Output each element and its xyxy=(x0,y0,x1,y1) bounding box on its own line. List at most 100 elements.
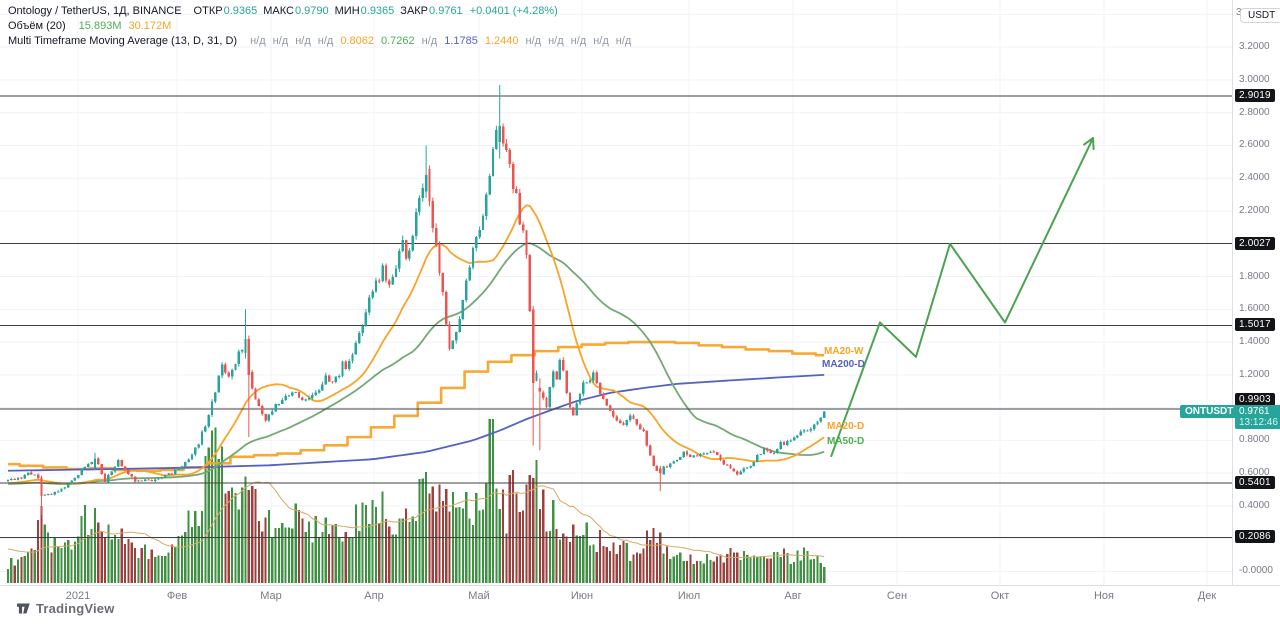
candle-body xyxy=(812,424,816,430)
volume-bar xyxy=(759,556,762,583)
candle-body xyxy=(240,349,244,352)
candle-body xyxy=(588,380,592,383)
candle-body xyxy=(267,414,271,421)
candle-body xyxy=(455,331,458,341)
candle-body xyxy=(197,444,200,448)
volume-bar xyxy=(301,518,304,583)
candle-body xyxy=(628,415,632,421)
volume-bar xyxy=(806,551,809,583)
currency-unit-button[interactable]: USDT xyxy=(1240,8,1280,23)
candle-body xyxy=(792,437,796,441)
volume-bar xyxy=(274,528,277,583)
candle-body xyxy=(164,474,167,478)
candle-body xyxy=(434,227,438,246)
candle-body xyxy=(214,392,217,402)
volume-bar xyxy=(488,419,491,583)
volume-bar xyxy=(585,522,588,583)
legend-mtma-row[interactable]: Multi Timeframe Moving Average (13, D, 3… xyxy=(8,34,631,49)
volume-bar xyxy=(485,482,488,583)
volume-bar xyxy=(602,545,605,583)
candle-body xyxy=(13,478,16,480)
candle-body xyxy=(327,375,331,382)
time-axis-month-label: Июл xyxy=(677,590,701,602)
volume-bar xyxy=(354,504,357,583)
time-axis-month-label: Май xyxy=(468,590,490,602)
candle-body xyxy=(210,401,214,415)
volume-bar xyxy=(625,542,628,583)
volume-bar xyxy=(33,549,36,583)
level-price-label: 1.5017 xyxy=(1235,318,1275,331)
volume-bar xyxy=(90,529,93,583)
volume-bar xyxy=(732,552,735,583)
tradingview-logo[interactable]: TradingView xyxy=(16,601,115,616)
mtma-value: н/д xyxy=(317,35,334,47)
candle-body xyxy=(672,461,675,464)
candle-body xyxy=(354,343,358,355)
volume-bar xyxy=(264,517,267,583)
volume-bar xyxy=(180,535,184,583)
volume-bar xyxy=(197,525,200,583)
volume-bar xyxy=(291,528,294,583)
volume-bar xyxy=(706,554,709,583)
volume-bar xyxy=(287,527,291,583)
time-axis[interactable]: 2021 Фев Мар Апр Май Июн Июл Авг Сен Окт Ноя Дек xyxy=(0,585,1280,608)
volume-bar xyxy=(471,524,475,583)
volume-bar xyxy=(73,541,76,583)
volume-bar xyxy=(669,558,672,583)
volume-bar xyxy=(756,556,759,583)
candle-body xyxy=(458,318,461,332)
price-tick: 2.8000 xyxy=(1239,106,1270,118)
volume-bar xyxy=(662,553,665,583)
mtma-value: 0.8062 xyxy=(340,35,374,47)
projection-trend-line[interactable] xyxy=(830,137,1094,458)
volume-bar xyxy=(792,561,796,583)
volume-bar xyxy=(30,548,33,583)
volume-bar xyxy=(592,544,595,583)
mtma-value: н/д xyxy=(250,35,266,47)
candle-body xyxy=(87,464,90,467)
price-tick: 1.2000 xyxy=(1239,368,1270,380)
volume-bar xyxy=(344,531,347,583)
volume-bar xyxy=(722,562,725,583)
candle-body xyxy=(749,466,752,468)
candle-body xyxy=(725,464,729,466)
ohlc-field-label: ЗАКР xyxy=(400,5,429,17)
ma-line-label: MA200-D xyxy=(822,359,865,370)
candle-body xyxy=(93,458,97,469)
candle-body xyxy=(789,440,792,442)
volume-bar xyxy=(572,524,575,583)
candle-body xyxy=(582,382,585,395)
volume-bar xyxy=(772,552,776,583)
legend-volume-row[interactable]: Объём (20) 15.893M 30.172M xyxy=(8,19,631,34)
volume-bar xyxy=(307,521,311,583)
time-axis-month-label: Фев xyxy=(166,590,188,602)
candle-body xyxy=(575,403,578,416)
time-axis-month-label: Дек xyxy=(1197,590,1217,602)
volume-bar xyxy=(769,558,772,583)
candle-body xyxy=(244,338,247,353)
volume-bar xyxy=(237,509,240,583)
candle-body xyxy=(408,250,411,259)
time-axis-month-label: Окт xyxy=(990,590,1010,602)
candle-body xyxy=(552,371,555,388)
volume-bar xyxy=(154,556,157,583)
price-axis[interactable]: 3.2000 3.0000 2.8000 2.6000 2.4000 2.2000 1.80… xyxy=(1232,0,1280,585)
legend-symbol-row[interactable]: Ontology / TetherUS, 1Д, BINANCE ОТКР0.93… xyxy=(8,4,631,19)
candle-body xyxy=(334,376,338,382)
volume-bar xyxy=(538,508,541,583)
candle-body xyxy=(364,312,368,327)
volume-bar xyxy=(609,551,612,583)
volume-bar xyxy=(562,533,565,583)
candle-body xyxy=(321,384,324,391)
volume-bar xyxy=(796,550,799,583)
volume-bar xyxy=(739,559,742,583)
candle-body xyxy=(535,373,538,382)
volume-bar xyxy=(23,556,26,583)
projection-arrowhead xyxy=(1092,137,1095,151)
candle-body xyxy=(585,382,588,384)
volume-bar xyxy=(37,520,40,583)
volume-bar xyxy=(441,500,444,583)
candle-body xyxy=(776,448,779,453)
volume-bar xyxy=(629,561,632,583)
